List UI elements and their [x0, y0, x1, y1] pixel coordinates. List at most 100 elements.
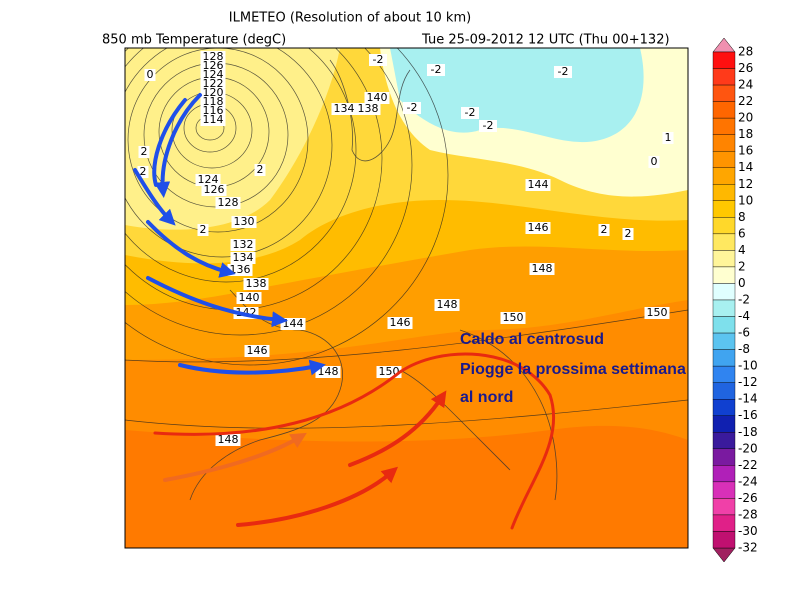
colorbar-cell — [712, 498, 736, 516]
colorbar-under — [712, 547, 736, 563]
label-box — [403, 102, 421, 114]
contour-label: 146 — [247, 344, 268, 357]
colorbar-label: 4 — [738, 243, 746, 257]
label-box — [215, 434, 241, 446]
contour-label: 148 — [318, 365, 339, 378]
contour-label: 146 — [390, 316, 411, 329]
contour-label: 2 — [141, 145, 148, 158]
colorbar-cell — [712, 448, 736, 466]
colorbar-label: 8 — [738, 210, 746, 224]
label-box — [231, 216, 257, 228]
colorbar-label: -20 — [738, 441, 758, 455]
contour-label: 0 — [651, 155, 658, 168]
contour-label: 140 — [239, 291, 260, 304]
contour-label: 138 — [246, 277, 267, 290]
colorbar-cell — [712, 332, 736, 350]
colorbar-label: 2 — [738, 259, 746, 273]
colorbar-label: 16 — [738, 144, 753, 158]
label-box — [434, 299, 460, 311]
contour-label: 130 — [234, 215, 255, 228]
annotation: al nord — [460, 389, 513, 406]
contour-label: 124 — [203, 68, 224, 81]
label-box — [355, 103, 381, 115]
label-box — [387, 317, 413, 329]
colorbar-label: 18 — [738, 127, 753, 141]
colorbar-cell — [712, 233, 736, 251]
contour-label: -2 — [558, 65, 569, 78]
contour-label: 118 — [203, 95, 224, 108]
colorbar-cell — [712, 266, 736, 284]
label-box — [144, 69, 156, 81]
label-box — [369, 54, 387, 66]
label-box — [662, 132, 674, 144]
contour-label: 126 — [204, 183, 225, 196]
colorbar-label: 10 — [738, 193, 753, 207]
label-box — [525, 222, 551, 234]
colorbar-label: -18 — [738, 425, 758, 439]
temp-zone — [125, 425, 688, 548]
colorbar-cell — [712, 382, 736, 400]
contour-label: 2 — [200, 223, 207, 236]
contour-label: 144 — [528, 178, 549, 191]
colorbar-cell — [712, 51, 736, 69]
colorbar-cell — [712, 117, 736, 135]
contour-label: -2 — [431, 63, 442, 76]
valid-time: Tue 25-09-2012 12 UTC (Thu 00+132) — [421, 33, 670, 48]
label-box — [644, 307, 670, 319]
contour-label: 136 — [230, 263, 251, 276]
coastlines — [189, 59, 558, 501]
contour-label: 1 — [665, 131, 672, 144]
contour-label: 148 — [218, 433, 239, 446]
label-box — [215, 197, 241, 209]
label-box — [230, 252, 256, 264]
contour-label: 114 — [203, 113, 224, 126]
contour-label: 2 — [140, 165, 147, 178]
label-box — [197, 224, 209, 236]
colorbar-label: 14 — [738, 160, 753, 174]
title: ILMETEO (Resolution of about 10 km) — [229, 11, 471, 26]
temp-zone — [390, 48, 644, 143]
label-box — [364, 92, 390, 104]
colorbar-cell — [712, 481, 736, 499]
colorbar-cell — [712, 184, 736, 201]
colorbar-cell — [712, 200, 736, 218]
colorbar-label: -16 — [738, 408, 758, 422]
colorbar-cell — [712, 465, 736, 483]
colorbar-label: 26 — [738, 61, 753, 75]
colorbar-cell — [712, 415, 736, 433]
label-box — [500, 312, 526, 324]
colorbar-cell — [712, 432, 736, 449]
colorbar-label: -10 — [738, 359, 758, 373]
label-box — [461, 107, 479, 119]
contour-label: 150 — [647, 306, 668, 319]
label-box — [244, 345, 270, 357]
label-box — [230, 239, 256, 251]
label-box — [648, 156, 660, 168]
contour-label: 140 — [367, 91, 388, 104]
temp-zone — [125, 48, 340, 230]
colorbar-label: -26 — [738, 491, 758, 505]
label-box — [243, 278, 269, 290]
contour-label: 138 — [358, 102, 379, 115]
colorbar-cell — [712, 68, 736, 86]
label-box — [195, 174, 221, 186]
colorbar-cell — [712, 134, 736, 152]
contour-label: 128 — [203, 50, 224, 63]
colorbar-cell — [712, 167, 736, 185]
colorbar-cell — [712, 283, 736, 301]
contour-label: 150 — [503, 311, 524, 324]
colorbar-label: 28 — [738, 45, 753, 59]
colorbar-label: -28 — [738, 507, 758, 521]
contour-label: -2 — [483, 119, 494, 132]
label-box — [525, 179, 551, 191]
contour-label: 2 — [601, 223, 608, 236]
label-box — [529, 263, 555, 275]
label-box — [331, 103, 357, 115]
colorbar-label: 12 — [738, 177, 753, 191]
colorbar-cell — [712, 101, 736, 119]
colorbar-label: -14 — [738, 392, 758, 406]
contour-label: 148 — [532, 262, 553, 275]
label-box — [138, 146, 150, 158]
colorbar-label: -12 — [738, 375, 758, 389]
